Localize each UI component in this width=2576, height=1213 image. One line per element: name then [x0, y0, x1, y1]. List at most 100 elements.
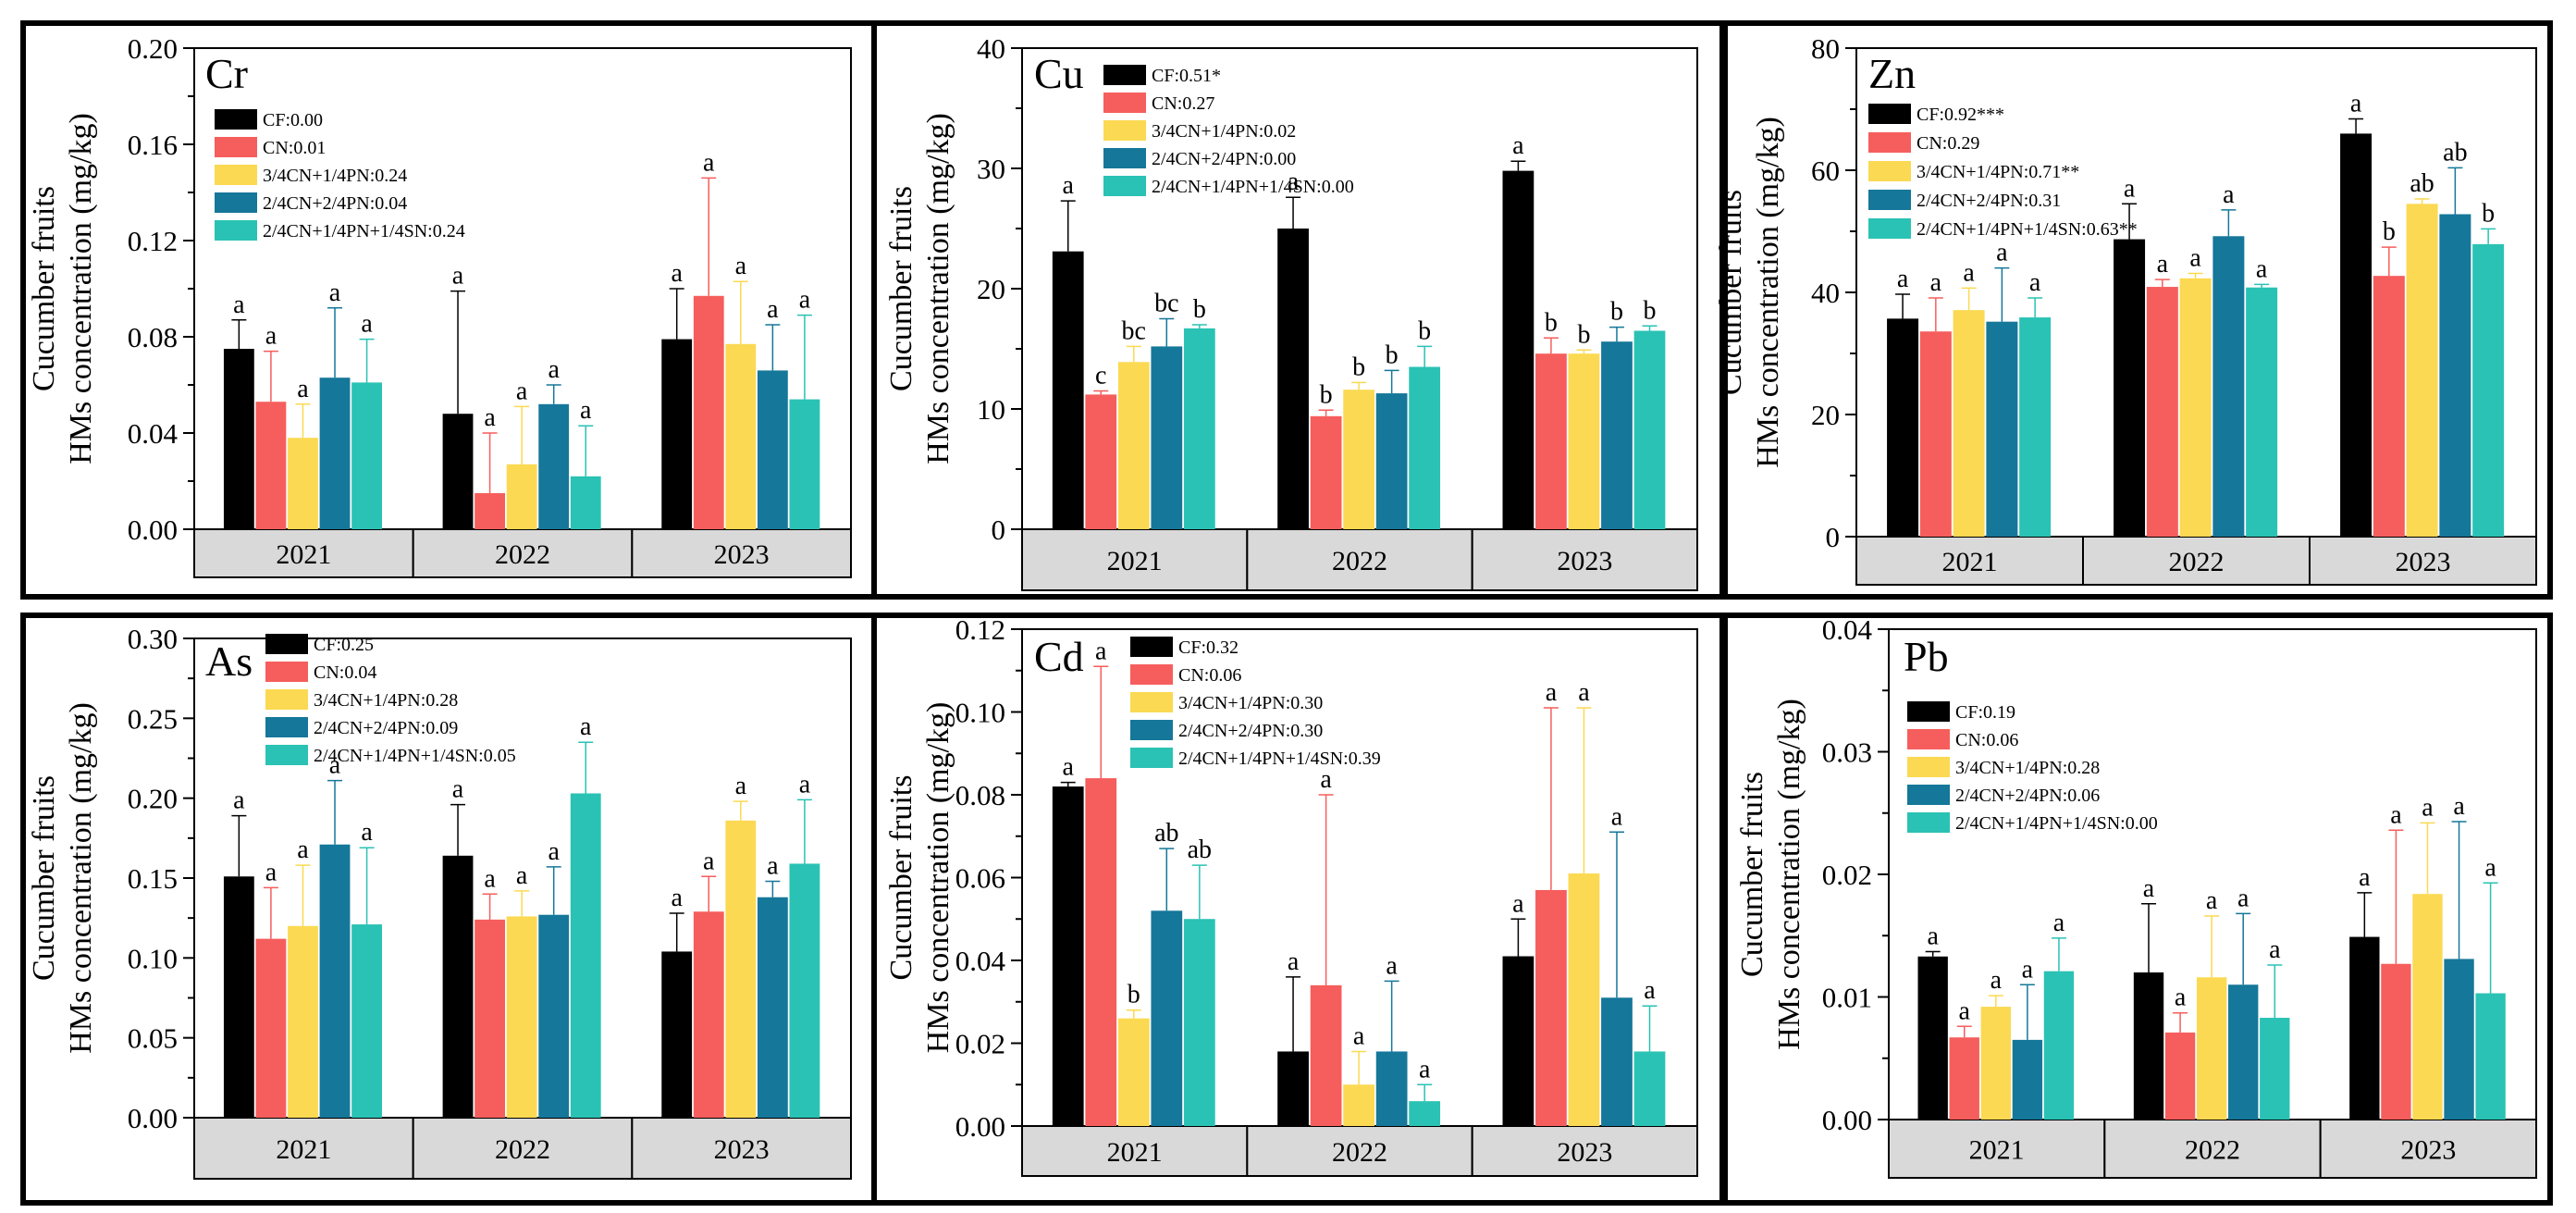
bar	[319, 378, 351, 529]
y-axis-title-line2: HMs concentration (mg/kg)	[921, 113, 955, 464]
bar	[2196, 977, 2227, 1120]
y-tick-label: 60	[1811, 155, 1840, 187]
bar	[1568, 353, 1600, 529]
y-tick-label: 0.03	[1822, 736, 1872, 769]
significance-letter: a	[265, 858, 277, 886]
legend-entry: 2/4CN+2/4PN:0.30	[1178, 721, 1323, 741]
legend-entry: CF:0.32	[1178, 637, 1239, 658]
significance-letter: a	[1095, 637, 1107, 665]
bar	[725, 343, 757, 529]
legend-entry: CN:0.01	[263, 138, 326, 158]
bar	[1085, 394, 1117, 529]
bar	[1117, 362, 1150, 529]
category-label: 2023	[714, 1134, 770, 1165]
legend-entry: 3/4CN+1/4PN:0.28	[1955, 758, 2100, 778]
legend-swatch	[1103, 176, 1146, 196]
chart-panel-as: 0.00 0.05 0.10 0.15 0.20 0.25 0.30 Cucumber fru…	[20, 613, 877, 1206]
significance-letter: a	[265, 322, 277, 351]
bar	[506, 916, 537, 1118]
significance-letter: a	[2157, 250, 2169, 278]
panel-title: Cu	[1034, 50, 1084, 97]
panel-frame	[1719, 20, 2553, 600]
legend-entry: 2/4CN+1/4PN+1/4SN:0.00	[1152, 177, 1354, 197]
significance-letter: a	[233, 786, 245, 815]
y-axis-title-line1: Cucumber fruits	[27, 775, 61, 981]
significance-letter: a	[580, 712, 592, 741]
category-label: 2023	[2396, 547, 2451, 577]
legend-swatch	[265, 717, 308, 737]
significance-letter: b	[1386, 340, 1399, 369]
significance-letter: b	[1418, 316, 1431, 345]
legend-entry: 2/4CN+1/4PN+1/4SN:0.05	[314, 746, 516, 766]
y-tick-label: 0.10	[128, 942, 178, 974]
y-axis-title-line1: Cucumber fruits	[1714, 190, 1748, 395]
bar	[1375, 1051, 1408, 1126]
bar	[1409, 366, 1441, 529]
category-label: 2021	[1107, 546, 1163, 576]
significance-letter: a	[2143, 874, 2155, 903]
legend-entry: CF:0.00	[263, 110, 323, 130]
significance-letter: a	[516, 861, 528, 890]
bar	[2228, 984, 2259, 1120]
y-tick-label: 0.02	[955, 1028, 1005, 1060]
bar	[1343, 390, 1374, 529]
bar	[1949, 1037, 1979, 1120]
category-label: 2023	[714, 539, 770, 570]
legend-swatch	[265, 689, 308, 710]
bar	[538, 914, 570, 1118]
y-tick-label: 0.05	[128, 1022, 178, 1055]
bar	[2340, 133, 2373, 537]
y-tick-label: 0	[1826, 521, 1841, 553]
bar	[2043, 971, 2075, 1120]
legend-swatch	[265, 745, 308, 765]
legend-swatch	[1103, 148, 1146, 168]
legend-entry: CF:0.51*	[1152, 66, 1221, 86]
legend-swatch	[1130, 720, 1173, 740]
bar	[1409, 1101, 1441, 1126]
significance-letter: a	[516, 377, 528, 405]
significance-letter: a	[799, 286, 811, 315]
chart-panel-cr: 0.00 0.04 0.08 0.12 0.16 0.20 Cucumber fruits H…	[20, 20, 877, 600]
y-axis-title-line1: Cucumber fruits	[884, 186, 918, 391]
y-tick-label: 0.12	[128, 225, 178, 257]
y-tick-label: 0.00	[955, 1110, 1005, 1143]
legend-entry: 2/4CN+2/4PN:0.31	[1917, 191, 2061, 211]
chart-panel-cu: 0 10 20 30 40 Cucumber fruits HMs concentratio…	[871, 20, 1728, 600]
significance-letter: a	[1611, 802, 1623, 831]
category-box	[2103, 1119, 2322, 1179]
panel-title: Pb	[1904, 633, 1949, 680]
legend-swatch	[1130, 637, 1173, 657]
bar	[1310, 415, 1342, 529]
bar	[2412, 894, 2443, 1120]
category-label: 2022	[495, 1134, 550, 1165]
significance-letter: a	[2256, 254, 2268, 283]
chart-panel-pb: 0.00 0.01 0.02 0.03 0.04 Cucumber fruits HMs c…	[1719, 613, 2553, 1206]
bar	[1535, 353, 1567, 529]
y-tick-label: 20	[977, 273, 1005, 305]
bar	[1633, 1051, 1666, 1126]
significance-letter: a	[671, 259, 683, 288]
bar	[1052, 251, 1084, 529]
legend-swatch	[1868, 132, 1911, 153]
legend-entry: 2/4CN+1/4PN+1/4SN:0.24	[263, 221, 465, 241]
bar	[319, 844, 351, 1118]
bar	[757, 370, 788, 529]
significance-letter: a	[1512, 131, 1524, 160]
significance-letter: a	[1320, 765, 1332, 794]
significance-letter: a	[2237, 884, 2249, 912]
bar	[1502, 170, 1535, 529]
legend-entry: 2/4CN+2/4PN:0.06	[1955, 786, 2100, 806]
legend-entry: 2/4CN+2/4PN:0.09	[314, 718, 458, 738]
significance-letter: a	[2175, 984, 2187, 1012]
y-tick-label: 0.04	[128, 417, 179, 450]
legend-swatch	[1868, 104, 1911, 124]
category-box	[1855, 536, 2084, 586]
bar	[789, 863, 820, 1118]
significance-letter: a	[2484, 853, 2496, 882]
legend-entry: 2/4CN+1/4PN+1/4SN:0.39	[1178, 749, 1381, 769]
significance-letter: a	[1419, 1055, 1431, 1083]
bar	[223, 876, 254, 1118]
legend-swatch	[1907, 757, 1950, 777]
bar	[2381, 963, 2411, 1120]
